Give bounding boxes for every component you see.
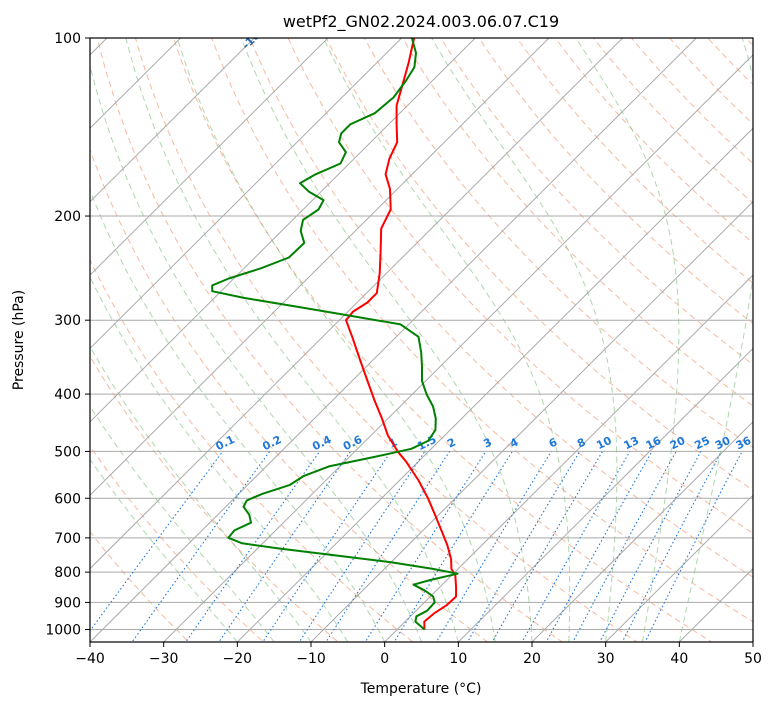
y-tick-label: 500	[54, 444, 81, 460]
y-tick-label: 1000	[45, 622, 81, 638]
x-tick-label: 40	[670, 651, 688, 667]
y-tick-label: 100	[54, 31, 81, 47]
x-tick-label: −20	[223, 651, 253, 667]
x-tick-label: −40	[75, 651, 105, 667]
x-axis-label: Temperature (°C)	[360, 681, 482, 697]
y-tick-label: 900	[54, 595, 81, 611]
x-tick-label: 0	[380, 651, 389, 667]
y-axis-label: Pressure (hPa)	[11, 290, 27, 390]
x-tick-label: −10	[296, 651, 326, 667]
y-tick-label: 400	[54, 387, 81, 403]
x-tick-label: 30	[597, 651, 615, 667]
y-tick-label: 300	[54, 313, 81, 329]
chart-title: wetPf2_GN02.2024.003.06.07.C19	[283, 12, 559, 32]
y-tick-label: 800	[54, 565, 81, 581]
y-tick-label: 200	[54, 209, 81, 225]
x-tick-label: −30	[149, 651, 179, 667]
x-tick-label: 50	[744, 651, 762, 667]
y-tick-label: 600	[54, 491, 81, 507]
x-tick-label: 10	[449, 651, 467, 667]
y-tick-label: 700	[54, 531, 81, 547]
x-tick-label: 20	[523, 651, 541, 667]
